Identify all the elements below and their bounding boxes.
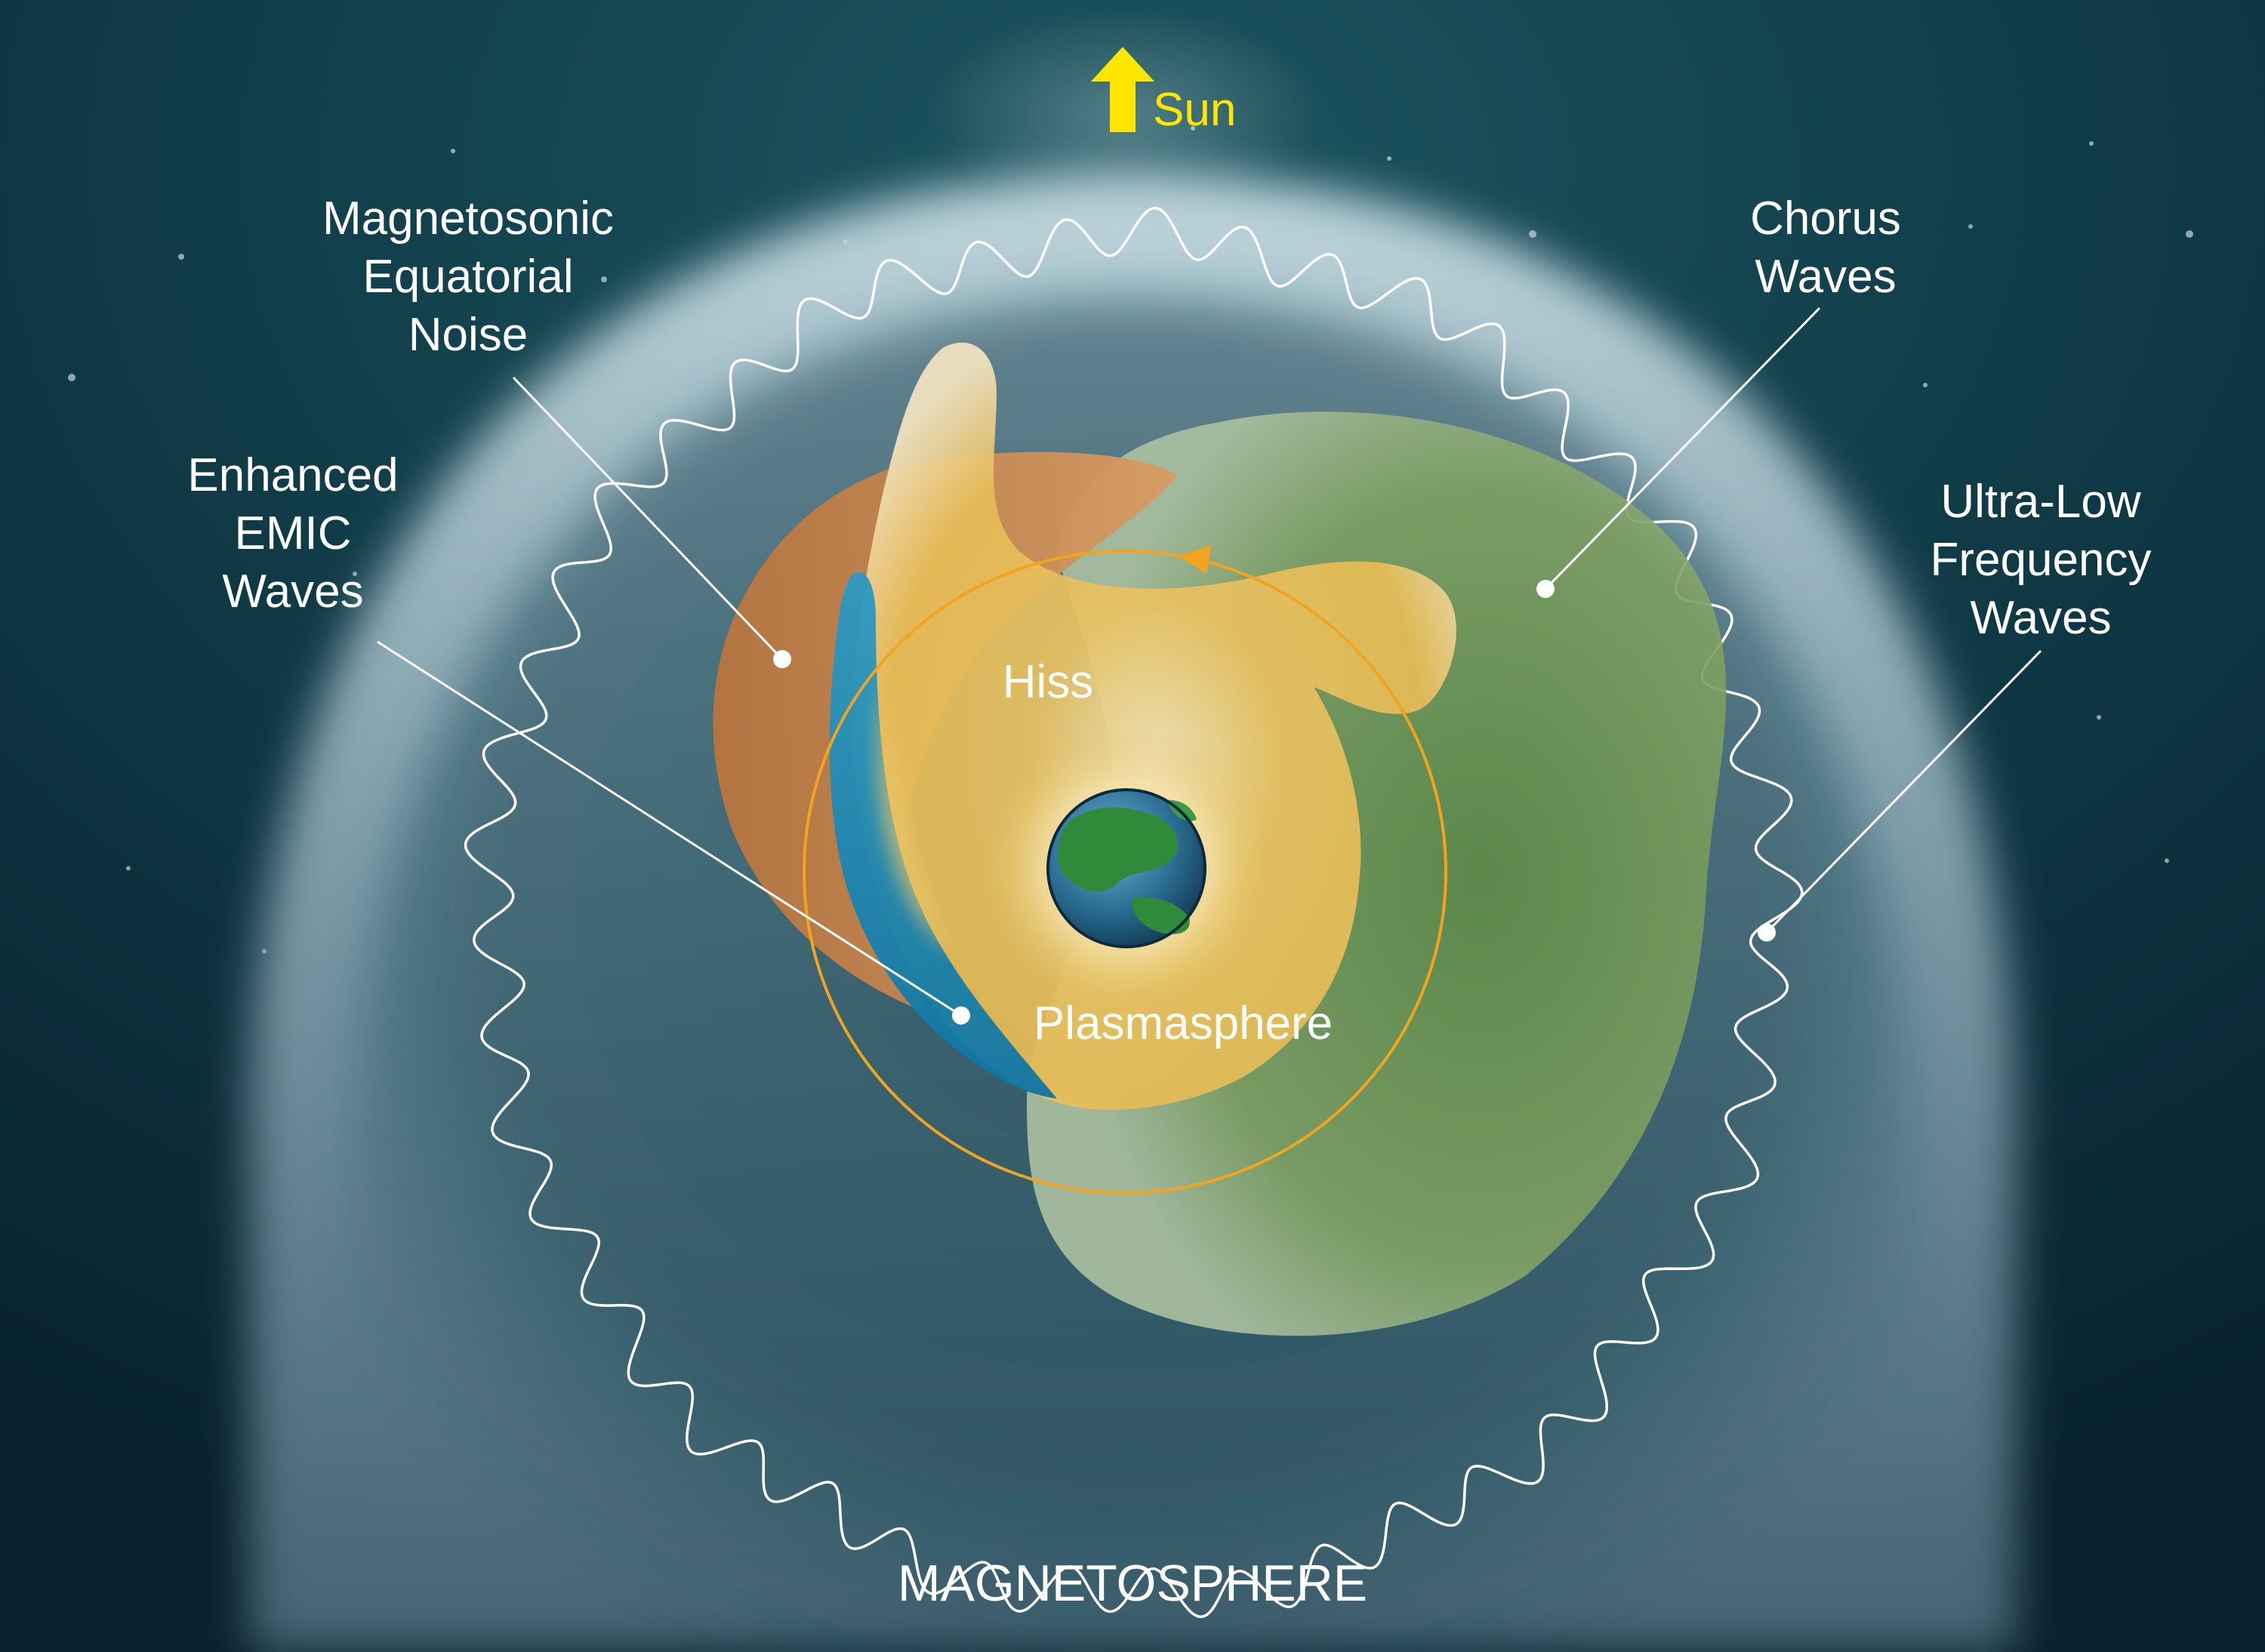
- earth-icon: [1046, 788, 1206, 948]
- ulf-line-1: Ultra-Low: [1940, 476, 2141, 528]
- enhanced-emic-line-3: Waves: [222, 566, 363, 618]
- leader-dots: [773, 580, 1776, 1025]
- sun-arrow-icon: [1091, 47, 1154, 132]
- orbit-direction-arrow: [1178, 545, 1212, 574]
- label-magnetosonic-equatorial-noise: Magnetosonic Equatorial Noise: [322, 193, 614, 361]
- magnetosphere-title: MAGNETOSPHERE: [898, 1555, 1367, 1612]
- label-ultra-low-frequency-waves: Ultra-Low Frequency Waves: [1931, 476, 2152, 644]
- orbit-circle: [803, 550, 1447, 1194]
- chorus-line-1: Chorus: [1750, 193, 1901, 245]
- label-enhanced-emic-waves: Enhanced EMIC Waves: [187, 449, 398, 618]
- plasmasphere-label: Plasmasphere: [1034, 997, 1333, 1049]
- enhanced-emic-line-2: EMIC: [235, 507, 352, 559]
- ulf-line-2: Frequency: [1931, 534, 2152, 586]
- ulf-line-3: Waves: [1970, 592, 2111, 644]
- label-chorus-waves: Chorus Waves: [1750, 193, 1901, 303]
- magnetosonic-line-2: Equatorial: [362, 251, 573, 303]
- chorus-line-2: Waves: [1755, 251, 1896, 303]
- hiss-label: Hiss: [1003, 656, 1094, 708]
- leader-lines: [377, 307, 2042, 1017]
- magnetosonic-line-1: Magnetosonic: [322, 193, 614, 245]
- magnetosonic-noise-region: [713, 452, 1178, 1012]
- sun-label: Sun: [1153, 84, 1236, 136]
- magnetosonic-line-3: Noise: [408, 309, 528, 361]
- emic-highlight: [878, 680, 951, 951]
- enhanced-emic-line-1: Enhanced: [187, 449, 398, 501]
